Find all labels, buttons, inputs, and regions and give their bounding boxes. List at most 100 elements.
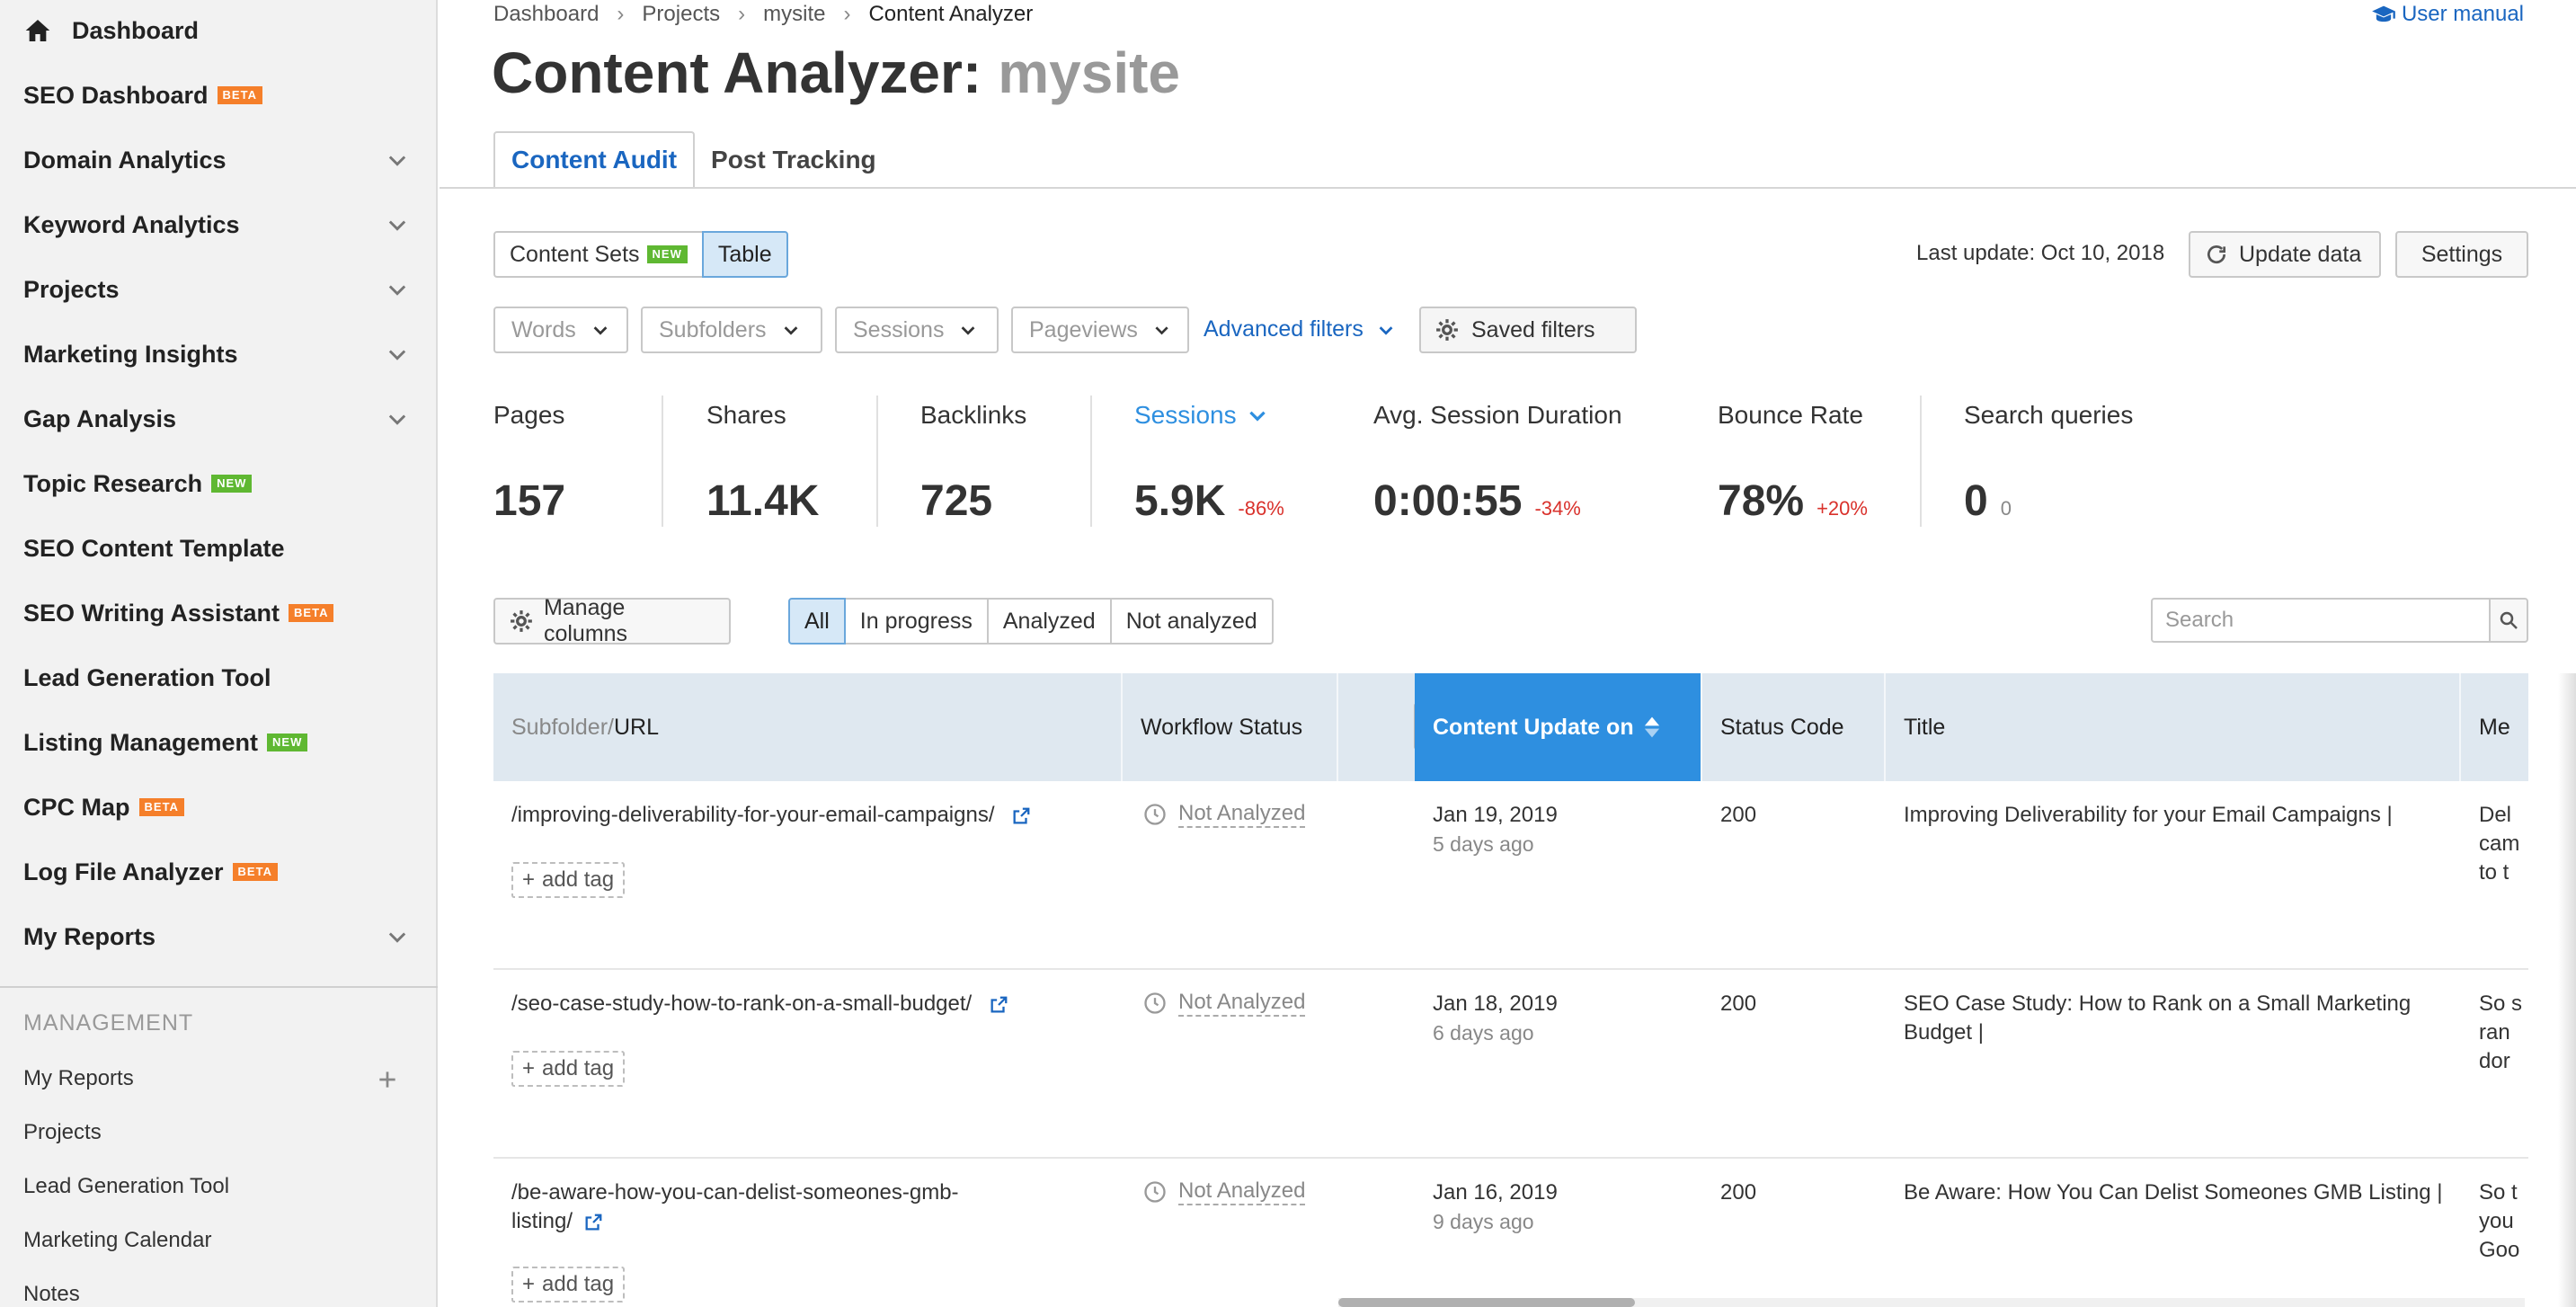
add-tag-button[interactable]: + add tag bbox=[511, 1051, 626, 1087]
metric-label: Avg. Session Duration bbox=[1373, 401, 1622, 429]
external-link-icon[interactable] bbox=[583, 1213, 603, 1232]
page-url-continued[interactable]: listing/ bbox=[511, 1209, 573, 1233]
status-filter: All In progress Analyzed Not analyzed bbox=[788, 598, 1274, 645]
page-title: Content Analyzer: mysite bbox=[492, 40, 1180, 106]
sessions-filter-label: Sessions bbox=[853, 316, 945, 342]
status-filter-in-progress[interactable]: In progress bbox=[843, 598, 989, 645]
management-item-marketing-calendar[interactable]: Marketing Calendar bbox=[23, 1228, 212, 1252]
user-manual-link[interactable]: User manual bbox=[2371, 2, 2524, 27]
subfolders-filter[interactable]: Subfolders bbox=[641, 307, 822, 353]
sidebar-item-lead-generation-tool[interactable]: Lead Generation Tool bbox=[23, 656, 410, 699]
workflow-status[interactable]: Not Analyzed bbox=[1142, 801, 1306, 828]
management-item-notes[interactable]: Notes bbox=[23, 1282, 80, 1306]
sidebar-item-log-file-analyzer[interactable]: Log File Analyzer BETA bbox=[23, 850, 410, 894]
main-content: Dashboard › Projects › mysite › Content … bbox=[440, 0, 2576, 1307]
beta-badge: BETA bbox=[138, 798, 184, 816]
page-url[interactable]: /be-aware-how-you-can-delist-someones-gm… bbox=[511, 1180, 959, 1205]
content-sets-button[interactable]: Content Sets NEW bbox=[493, 231, 704, 278]
status-code-cell: 200 bbox=[1720, 1180, 1757, 1205]
metric-value: 725 bbox=[920, 476, 1026, 526]
page-url[interactable]: /improving-deliverability-for-your-email… bbox=[511, 803, 995, 827]
saved-filters-button[interactable]: Saved filters bbox=[1419, 307, 1637, 353]
meta-cell: So t you Goo bbox=[2479, 1178, 2519, 1265]
sessions-metric-selector[interactable]: Sessions bbox=[1134, 399, 1284, 431]
sidebar-item-projects[interactable]: Projects bbox=[23, 268, 410, 311]
column-header-content-update[interactable]: Content Update on bbox=[1415, 673, 1702, 781]
management-item-projects[interactable]: Projects bbox=[23, 1120, 102, 1144]
sidebar-item-label: Domain Analytics bbox=[23, 146, 227, 173]
column-header-meta[interactable]: Me bbox=[2479, 714, 2510, 740]
column-header-status-code[interactable]: Status Code bbox=[1702, 673, 1886, 781]
sidebar-item-seo-content-template[interactable]: SEO Content Template bbox=[23, 527, 410, 570]
tab-post-tracking[interactable]: Post Tracking bbox=[711, 146, 876, 173]
manage-columns-button[interactable]: Manage columns bbox=[493, 595, 731, 646]
workflow-status[interactable]: Not Analyzed bbox=[1142, 990, 1306, 1017]
column-header-url-label[interactable]: URL bbox=[613, 714, 659, 740]
advanced-filters-toggle[interactable]: Advanced filters bbox=[1204, 316, 1396, 342]
metric-avg-session-duration: Avg. Session Duration 0:00:55 -34% bbox=[1373, 399, 1622, 526]
metric-number: 157 bbox=[493, 477, 566, 525]
plus-icon[interactable] bbox=[376, 1068, 399, 1091]
sidebar-item-dashboard[interactable]: Dashboard bbox=[23, 9, 410, 52]
pageviews-filter[interactable]: Pageviews bbox=[1011, 307, 1189, 353]
sidebar-item-my-reports[interactable]: My Reports bbox=[23, 915, 410, 958]
add-tag-button[interactable]: + add tag bbox=[511, 862, 626, 898]
plus-icon: + bbox=[522, 1272, 536, 1296]
sidebar-item-marketing-insights[interactable]: Marketing Insights bbox=[23, 333, 410, 376]
new-badge: NEW bbox=[646, 245, 688, 263]
metric-label: Bounce Rate bbox=[1718, 401, 1863, 429]
management-item-my-reports[interactable]: My Reports bbox=[23, 1066, 134, 1090]
sidebar-item-gap-analysis[interactable]: Gap Analysis bbox=[23, 397, 410, 440]
column-header-title[interactable]: Title bbox=[1886, 673, 2461, 781]
sidebar-item-listing-management[interactable]: Listing Management NEW bbox=[23, 721, 410, 764]
column-header-subfolder[interactable]: Subfolder/ bbox=[511, 714, 614, 740]
table-view-button[interactable]: Table bbox=[701, 231, 788, 278]
workflow-status[interactable]: Not Analyzed bbox=[1142, 1178, 1306, 1205]
sidebar-item-domain-analytics[interactable]: Domain Analytics bbox=[23, 138, 410, 182]
settings-button[interactable]: Settings bbox=[2395, 231, 2528, 278]
search-button[interactable] bbox=[2489, 598, 2528, 643]
search-input[interactable]: Search bbox=[2151, 598, 2491, 643]
column-header-url[interactable]: Subfolder/URL bbox=[493, 673, 1123, 781]
sidebar-item-keyword-analytics[interactable]: Keyword Analytics bbox=[23, 203, 410, 246]
chevron-down-icon bbox=[388, 932, 406, 943]
breadcrumb-current: Content Analyzer bbox=[868, 2, 1034, 26]
subfolders-filter-label: Subfolders bbox=[659, 316, 767, 342]
meta-line: ran bbox=[2479, 1020, 2510, 1045]
add-tag-button[interactable]: + add tag bbox=[511, 1267, 626, 1303]
external-link-icon[interactable] bbox=[1011, 806, 1031, 826]
metric-value: 78% +20% bbox=[1718, 476, 1868, 526]
management-item-lead-generation-tool[interactable]: Lead Generation Tool bbox=[23, 1174, 230, 1198]
sidebar-item-label: Marketing Insights bbox=[23, 340, 238, 368]
breadcrumb-dashboard[interactable]: Dashboard bbox=[493, 2, 600, 26]
status-filter-analyzed[interactable]: Analyzed bbox=[986, 598, 1112, 645]
metric-number: 5.9K bbox=[1134, 477, 1226, 525]
chevron-down-icon bbox=[388, 156, 406, 166]
page-url[interactable]: /seo-case-study-how-to-rank-on-a-small-b… bbox=[511, 991, 973, 1016]
sessions-filter[interactable]: Sessions bbox=[835, 307, 999, 353]
horizontal-scrollbar[interactable] bbox=[1338, 1298, 2525, 1307]
words-filter[interactable]: Words bbox=[493, 307, 628, 353]
breadcrumb-projects[interactable]: Projects bbox=[642, 2, 721, 26]
table-overflow-shadow bbox=[2558, 673, 2576, 1307]
metric-divider bbox=[662, 396, 663, 527]
tab-content-audit[interactable]: Content Audit bbox=[493, 131, 696, 189]
sidebar-item-seo-dashboard[interactable]: SEO Dashboard BETA bbox=[23, 74, 410, 117]
column-header-workflow-status[interactable]: Workflow Status bbox=[1123, 673, 1338, 781]
sidebar-item-cpc-map[interactable]: CPC Map BETA bbox=[23, 786, 410, 829]
status-filter-not-analyzed[interactable]: Not analyzed bbox=[1109, 598, 1274, 645]
user-manual-label: User manual bbox=[2401, 2, 2524, 26]
external-link-icon[interactable] bbox=[989, 995, 1008, 1015]
url-cell: /seo-case-study-how-to-rank-on-a-small-b… bbox=[511, 990, 1008, 1018]
update-ago: 6 days ago bbox=[1433, 1021, 1534, 1045]
meta-line: to t bbox=[2479, 860, 2509, 885]
metric-delta: -86% bbox=[1238, 497, 1284, 520]
tabs: Content Audit Post Tracking bbox=[493, 131, 893, 189]
sidebar-item-seo-writing-assistant[interactable]: SEO Writing Assistant BETA bbox=[23, 591, 410, 635]
scrollbar-thumb[interactable] bbox=[1338, 1298, 1635, 1307]
status-filter-all[interactable]: All bbox=[788, 598, 846, 645]
breadcrumb-mysite[interactable]: mysite bbox=[763, 2, 826, 26]
meta-line: Del bbox=[2479, 803, 2512, 827]
sidebar-item-topic-research[interactable]: Topic Research NEW bbox=[23, 462, 410, 505]
update-data-button[interactable]: Update data bbox=[2189, 231, 2381, 278]
